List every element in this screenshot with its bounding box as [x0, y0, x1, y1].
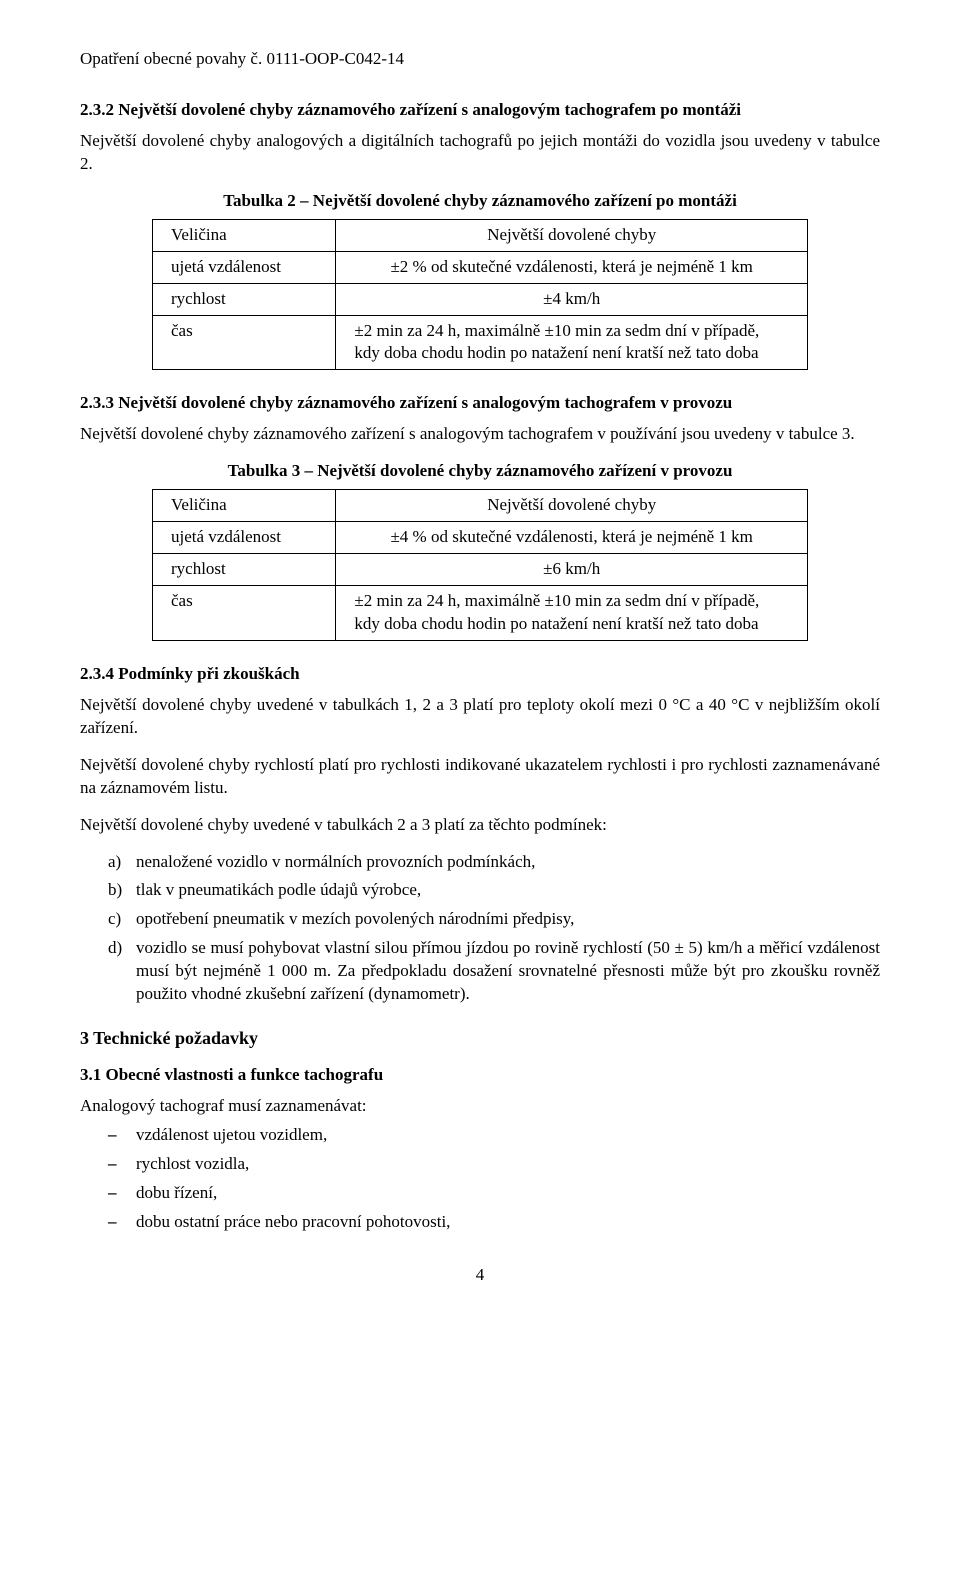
cell: čas	[153, 586, 336, 641]
cell-line: kdy doba chodu hodin po natažení není kr…	[354, 614, 758, 633]
page-number: 4	[80, 1264, 880, 1287]
table-2: Veličina Největší dovolené chyby ujetá v…	[152, 219, 808, 371]
list-item: b) tlak v pneumatikách podle údajů výrob…	[108, 879, 880, 902]
table-row: čas ±2 min za 24 h, maximálně ±10 min za…	[153, 315, 808, 370]
section-2-3-4-title: 2.3.4 Podmínky při zkouškách	[80, 663, 880, 686]
cell: ±2 min za 24 h, maximálně ±10 min za sed…	[336, 315, 808, 370]
list-item: a) nenaložené vozidlo v normálních provo…	[108, 851, 880, 874]
cell-line: ±2 min za 24 h, maximálně ±10 min za sed…	[354, 321, 759, 340]
cell: rychlost	[153, 554, 336, 586]
section-2-3-3-title: 2.3.3 Největší dovolené chyby záznamovéh…	[80, 392, 880, 415]
section-2-3-2-title: 2.3.2 Největší dovolené chyby záznamovéh…	[80, 99, 880, 122]
table-3-caption: Tabulka 3 – Největší dovolené chyby zázn…	[80, 460, 880, 483]
list-text: tlak v pneumatikách podle údajů výrobce,	[136, 880, 421, 899]
table-row: ujetá vzdálenost ±2 % od skutečné vzdále…	[153, 251, 808, 283]
list-marker: b)	[108, 879, 122, 902]
conditions-list: a) nenaložené vozidlo v normálních provo…	[80, 851, 880, 1007]
list-text: vzdálenost ujetou vozidlem,	[136, 1125, 327, 1144]
cell: Veličina	[153, 219, 336, 251]
cell: ±2 % od skutečné vzdálenosti, která je n…	[336, 251, 808, 283]
cell-line: ±2 min za 24 h, maximálně ±10 min za sed…	[354, 591, 759, 610]
cell-line: kdy doba chodu hodin po natažení není kr…	[354, 343, 758, 362]
list-text: dobu ostatní práce nebo pracovní pohotov…	[136, 1212, 450, 1231]
cell: Největší dovolené chyby	[336, 490, 808, 522]
section-3-1-title: 3.1 Obecné vlastnosti a funkce tachograf…	[80, 1064, 880, 1087]
list-item: d) vozidlo se musí pohybovat vlastní sil…	[108, 937, 880, 1006]
list-marker: a)	[108, 851, 121, 874]
table-2-caption: Tabulka 2 – Největší dovolené chyby zázn…	[80, 190, 880, 213]
section-2-3-4-p3: Největší dovolené chyby uvedené v tabulk…	[80, 814, 880, 837]
list-marker: d)	[108, 937, 122, 960]
section-2-3-4-p1: Největší dovolené chyby uvedené v tabulk…	[80, 694, 880, 740]
table-row: ujetá vzdálenost ±4 % od skutečné vzdále…	[153, 522, 808, 554]
table-row: Veličina Největší dovolené chyby	[153, 490, 808, 522]
doc-header: Opatření obecné povahy č. 0111-OOP-C042-…	[80, 48, 880, 71]
table-3: Veličina Největší dovolené chyby ujetá v…	[152, 489, 808, 641]
section-2-3-4-p2: Největší dovolené chyby rychlostí platí …	[80, 754, 880, 800]
section-2-3-2-para: Největší dovolené chyby analogových a di…	[80, 130, 880, 176]
table-row: čas ±2 min za 24 h, maximálně ±10 min za…	[153, 586, 808, 641]
record-list: vzdálenost ujetou vozidlem, rychlost voz…	[80, 1124, 880, 1234]
list-marker: c)	[108, 908, 121, 931]
cell: ±2 min za 24 h, maximálně ±10 min za sed…	[336, 586, 808, 641]
list-text: opotřebení pneumatik v mezích povolených…	[136, 909, 574, 928]
table-row: rychlost ±4 km/h	[153, 283, 808, 315]
cell: ±6 km/h	[336, 554, 808, 586]
cell: čas	[153, 315, 336, 370]
cell: ujetá vzdálenost	[153, 522, 336, 554]
section-3-title: 3 Technické požadavky	[80, 1026, 880, 1050]
cell: Veličina	[153, 490, 336, 522]
cell: ±4 % od skutečné vzdálenosti, která je n…	[336, 522, 808, 554]
list-item: vzdálenost ujetou vozidlem,	[108, 1124, 880, 1147]
list-text: vozidlo se musí pohybovat vlastní silou …	[136, 938, 880, 1003]
cell: rychlost	[153, 283, 336, 315]
list-item: dobu řízení,	[108, 1182, 880, 1205]
section-2-3-3-para: Největší dovolené chyby záznamového zaří…	[80, 423, 880, 446]
table-row: Veličina Největší dovolené chyby	[153, 219, 808, 251]
list-text: rychlost vozidla,	[136, 1154, 249, 1173]
list-item: c) opotřebení pneumatik v mezích povolen…	[108, 908, 880, 931]
cell: Největší dovolené chyby	[336, 219, 808, 251]
table-row: rychlost ±6 km/h	[153, 554, 808, 586]
list-item: rychlost vozidla,	[108, 1153, 880, 1176]
page: Opatření obecné povahy č. 0111-OOP-C042-…	[0, 0, 960, 1347]
list-text: nenaložené vozidlo v normálních provozní…	[136, 852, 535, 871]
cell: ujetá vzdálenost	[153, 251, 336, 283]
cell: ±4 km/h	[336, 283, 808, 315]
list-item: dobu ostatní práce nebo pracovní pohotov…	[108, 1211, 880, 1234]
section-3-1-intro: Analogový tachograf musí zaznamenávat:	[80, 1095, 880, 1118]
list-text: dobu řízení,	[136, 1183, 217, 1202]
